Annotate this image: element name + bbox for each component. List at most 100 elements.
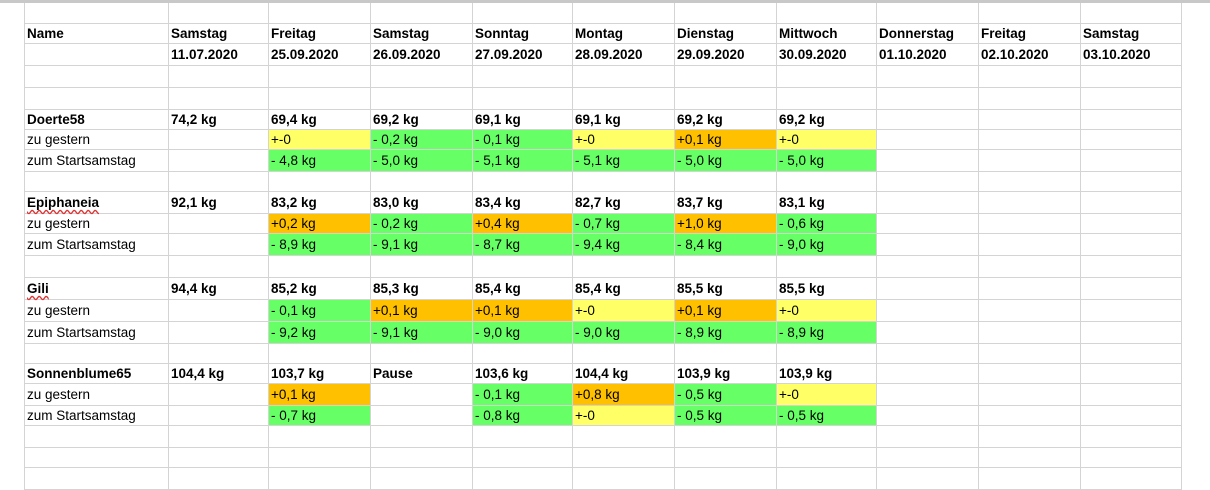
weight-cell[interactable]: 85,5 kg — [677, 281, 723, 296]
label-start[interactable]: zum Startsamstag — [27, 325, 136, 340]
start-diff-cell[interactable]: - 5,1 kg — [573, 150, 674, 171]
daily-diff-cell[interactable]: +0,1 kg — [473, 300, 572, 321]
start-diff-cell[interactable]: - 9,2 kg — [269, 322, 370, 343]
weight-cell[interactable]: 83,1 kg — [779, 195, 825, 210]
weight-cell[interactable]: 83,7 kg — [677, 195, 723, 210]
label-daily[interactable]: zu gestern — [27, 387, 91, 402]
start-diff-cell[interactable]: - 5,0 kg — [777, 150, 876, 171]
start-diff-cell[interactable]: - 0,8 kg — [473, 406, 572, 425]
header-date[interactable]: 03.10.2020 — [1083, 47, 1151, 62]
weight-cell[interactable]: 85,4 kg — [475, 281, 521, 296]
person-name[interactable]: Epiphaneia — [25, 192, 168, 213]
start-diff-cell[interactable]: - 0,5 kg — [675, 406, 776, 425]
weight-cell[interactable]: 69,2 kg — [677, 112, 723, 127]
start-diff-cell[interactable]: - 0,5 kg — [777, 406, 876, 425]
weight-cell[interactable]: 83,2 kg — [271, 195, 317, 210]
header-date[interactable]: 11.07.2020 — [171, 47, 238, 62]
daily-diff-cell[interactable]: - 0,6 kg — [777, 214, 876, 233]
header-day[interactable]: Sonntag — [475, 26, 529, 41]
daily-diff-cell[interactable]: +0,1 kg — [371, 300, 472, 321]
weight-cell[interactable]: 83,4 kg — [475, 195, 521, 210]
weight-cell[interactable]: 85,5 kg — [779, 281, 825, 296]
header-date[interactable]: 02.10.2020 — [981, 47, 1049, 62]
daily-diff-cell[interactable]: +-0 — [573, 130, 674, 149]
daily-diff-cell[interactable]: +0,8 kg — [573, 384, 674, 405]
person-name[interactable]: Sonnenblume65 — [27, 366, 132, 381]
label-start[interactable]: zum Startsamstag — [27, 408, 136, 423]
label-daily[interactable]: zu gestern — [27, 303, 91, 318]
daily-diff-cell[interactable]: +0,1 kg — [675, 300, 776, 321]
weight-cell[interactable]: 103,9 kg — [779, 366, 833, 381]
daily-diff-cell[interactable]: +-0 — [777, 130, 876, 149]
header-date[interactable]: 25.09.2020 — [271, 47, 339, 62]
header-day[interactable]: Samstag — [1083, 26, 1140, 41]
start-diff-cell[interactable]: - 5,0 kg — [371, 150, 472, 171]
start-diff-cell[interactable]: - 9,0 kg — [777, 234, 876, 255]
label-start[interactable]: zum Startsamstag — [27, 153, 136, 168]
weight-cell[interactable]: 103,7 kg — [271, 366, 325, 381]
weight-cell[interactable]: 85,3 kg — [373, 281, 419, 296]
daily-diff-cell[interactable]: +-0 — [269, 130, 370, 149]
weight-cell[interactable]: 103,6 kg — [475, 366, 529, 381]
weight-cell[interactable]: 92,1 kg — [171, 195, 217, 210]
weight-cell[interactable]: 74,2 kg — [171, 112, 217, 127]
header-name-label[interactable]: Name — [27, 26, 64, 41]
header-day[interactable]: Donnerstag — [879, 26, 955, 41]
weight-cell[interactable]: 69,2 kg — [779, 112, 825, 127]
start-diff-cell[interactable]: - 8,4 kg — [675, 234, 776, 255]
header-day[interactable]: Freitag — [981, 26, 1027, 41]
daily-diff-cell[interactable]: +0,1 kg — [675, 130, 776, 149]
header-date[interactable]: 27.09.2020 — [475, 47, 543, 62]
person-name[interactable]: Doerte58 — [27, 112, 85, 127]
daily-diff-cell[interactable]: - 0,1 kg — [473, 130, 572, 149]
daily-diff-cell[interactable]: - 0,2 kg — [371, 130, 472, 149]
header-day[interactable]: Freitag — [271, 26, 317, 41]
daily-diff-cell[interactable]: +0,1 kg — [269, 384, 370, 405]
person-name[interactable]: Gili — [25, 278, 168, 299]
start-diff-cell[interactable]: +-0 — [573, 406, 674, 425]
header-date[interactable]: 30.09.2020 — [779, 47, 847, 62]
daily-diff-cell[interactable]: +0,2 kg — [269, 214, 370, 233]
weight-cell[interactable]: 69,2 kg — [373, 112, 419, 127]
header-day[interactable]: Samstag — [373, 26, 430, 41]
header-day[interactable]: Dienstag — [677, 26, 735, 41]
header-date[interactable]: 01.10.2020 — [879, 47, 947, 62]
label-daily[interactable]: zu gestern — [27, 216, 91, 231]
daily-diff-cell[interactable]: - 0,2 kg — [371, 214, 472, 233]
header-date[interactable]: 29.09.2020 — [677, 47, 745, 62]
start-diff-cell[interactable]: - 9,0 kg — [573, 322, 674, 343]
weight-cell[interactable]: 94,4 kg — [171, 281, 217, 296]
header-date[interactable]: 26.09.2020 — [373, 47, 441, 62]
start-diff-cell[interactable]: - 9,1 kg — [371, 234, 472, 255]
header-day[interactable]: Montag — [575, 26, 623, 41]
weight-cell[interactable]: 69,4 kg — [271, 112, 317, 127]
daily-diff-cell[interactable]: - 0,7 kg — [573, 214, 674, 233]
start-diff-cell[interactable]: - 0,7 kg — [269, 406, 370, 425]
weight-cell[interactable]: 85,4 kg — [575, 281, 621, 296]
weight-cell[interactable]: 69,1 kg — [475, 112, 521, 127]
weight-cell[interactable]: Pause — [373, 366, 413, 381]
label-daily[interactable]: zu gestern — [27, 132, 91, 147]
weight-cell[interactable]: 83,0 kg — [373, 195, 419, 210]
daily-diff-cell[interactable]: +-0 — [777, 300, 876, 321]
daily-diff-cell[interactable]: - 0,1 kg — [269, 300, 370, 321]
start-diff-cell[interactable]: - 8,9 kg — [675, 322, 776, 343]
start-diff-cell[interactable]: - 5,1 kg — [473, 150, 572, 171]
daily-diff-cell[interactable]: - 0,1 kg — [473, 384, 572, 405]
daily-diff-cell[interactable]: +0,4 kg — [473, 214, 572, 233]
header-day[interactable]: Samstag — [171, 26, 228, 41]
start-diff-cell[interactable]: - 8,9 kg — [269, 234, 370, 255]
start-diff-cell[interactable]: - 4,8 kg — [269, 150, 370, 171]
start-diff-cell[interactable]: - 9,1 kg — [371, 322, 472, 343]
weight-cell[interactable]: 104,4 kg — [171, 366, 225, 381]
start-diff-cell[interactable]: - 8,9 kg — [777, 322, 876, 343]
header-date[interactable]: 28.09.2020 — [575, 47, 643, 62]
weight-cell[interactable]: 85,2 kg — [271, 281, 317, 296]
label-start[interactable]: zum Startsamstag — [27, 237, 136, 252]
weight-cell[interactable]: 69,1 kg — [575, 112, 621, 127]
start-diff-cell[interactable]: - 9,0 kg — [473, 322, 572, 343]
weight-cell[interactable]: 103,9 kg — [677, 366, 731, 381]
start-diff-cell[interactable]: - 8,7 kg — [473, 234, 572, 255]
daily-diff-cell[interactable]: +-0 — [573, 300, 674, 321]
